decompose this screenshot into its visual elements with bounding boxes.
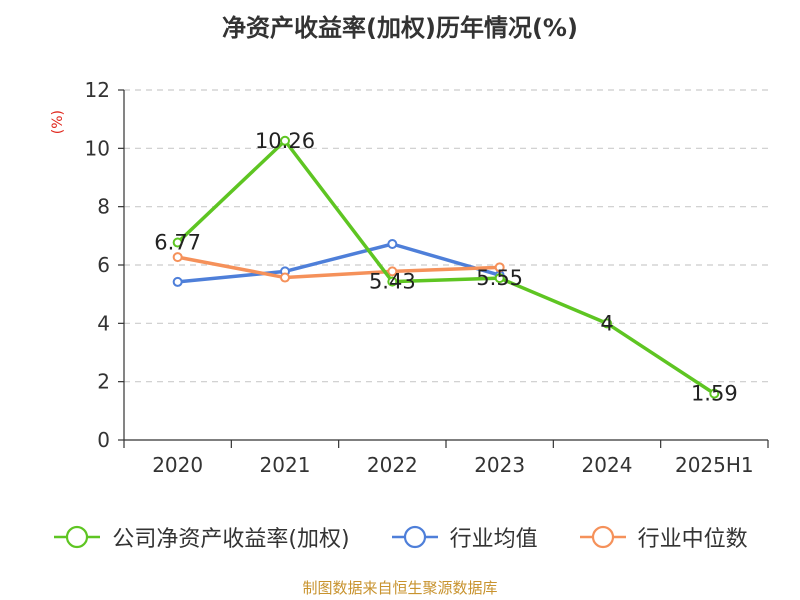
x-tick-label: 2025H1 xyxy=(675,453,754,477)
x-tick-label: 2022 xyxy=(367,453,418,477)
data-label: 10.26 xyxy=(255,129,315,153)
legend-item[interactable]: 行业中位数 xyxy=(578,521,748,553)
legend: 公司净资产收益率(加权) 行业均值 行业中位数 xyxy=(0,520,800,554)
series-line-2 xyxy=(177,255,500,280)
legend-label: 公司净资产收益率(加权) xyxy=(112,527,350,552)
data-point xyxy=(494,262,505,273)
legend-marker xyxy=(579,525,626,549)
data-label: 6.77 xyxy=(154,231,201,255)
x-tick-label: 2021 xyxy=(260,453,311,477)
data-label: 5.43 xyxy=(369,270,416,294)
x-tick-label: 2024 xyxy=(582,453,633,477)
y-tick-label: 4 xyxy=(97,311,110,335)
data-point xyxy=(172,252,183,263)
y-tick-label: 8 xyxy=(97,195,110,219)
legend-item[interactable]: 行业均值 xyxy=(390,521,538,553)
legend-label: 行业均值 xyxy=(449,527,538,552)
y-tick-label: 12 xyxy=(85,78,110,102)
data-point xyxy=(387,266,398,277)
y-tick-label: 10 xyxy=(85,136,110,160)
data-point xyxy=(494,273,505,284)
data-point xyxy=(602,318,612,329)
x-tick-label: 2020 xyxy=(152,453,203,477)
y-tick-label: 2 xyxy=(97,370,110,394)
data-label: 1.59 xyxy=(691,382,738,406)
y-tick-label: 0 xyxy=(97,428,110,452)
data-label: 5.55 xyxy=(476,266,523,290)
y-tick-label: 6 xyxy=(97,253,110,277)
data-point xyxy=(172,237,183,248)
data-point xyxy=(387,276,398,287)
series-line-0 xyxy=(176,139,716,396)
legend-marker xyxy=(391,525,438,549)
data-point xyxy=(172,276,183,287)
data-point xyxy=(280,135,290,146)
legend-marker xyxy=(54,525,101,549)
series-line-1 xyxy=(177,242,501,284)
data-point xyxy=(709,388,720,399)
source-note: 制图数据来自恒生聚源数据库 xyxy=(302,579,498,597)
data-point xyxy=(387,239,398,249)
x-tick-label: 2023 xyxy=(474,453,525,477)
legend-item[interactable]: 公司净资产收益率(加权) xyxy=(52,521,350,553)
chart-title: 净资产收益率(加权)历年情况(%) xyxy=(222,14,578,42)
legend-label: 行业中位数 xyxy=(637,527,748,552)
data-point xyxy=(280,272,290,283)
data-label: 4 xyxy=(600,311,613,335)
